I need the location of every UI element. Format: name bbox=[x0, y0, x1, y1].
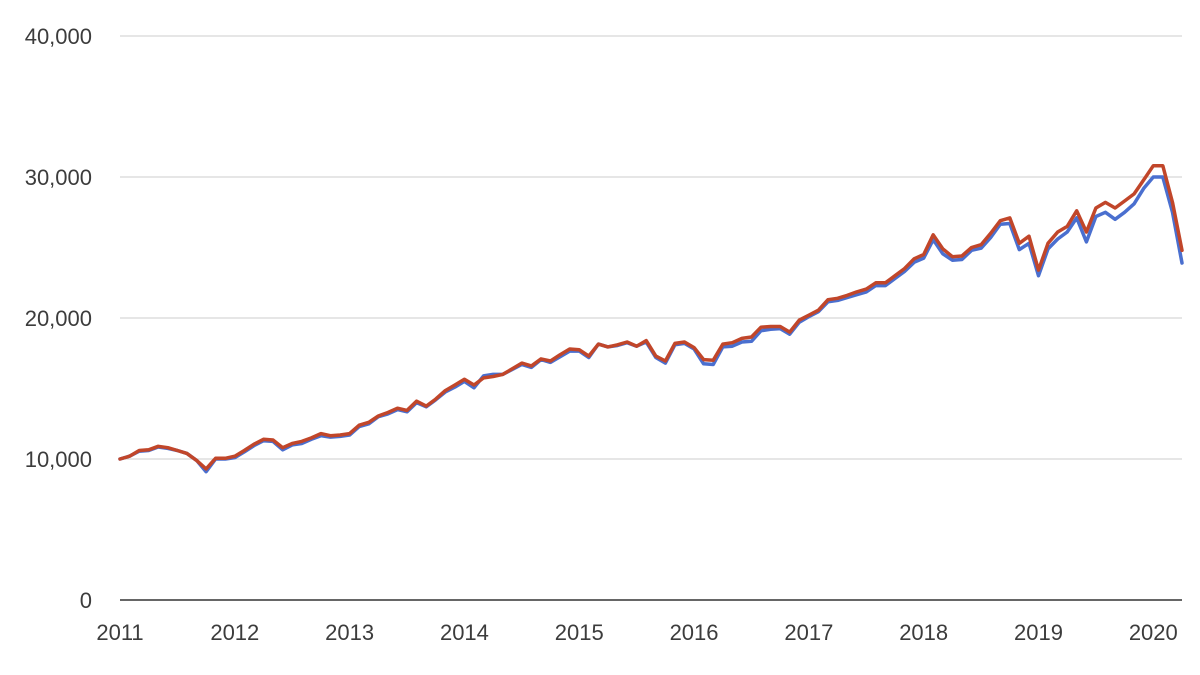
x-tick-label: 2016 bbox=[670, 620, 719, 645]
y-tick-label: 20,000 bbox=[25, 306, 92, 331]
y-tick-label: 40,000 bbox=[25, 24, 92, 49]
series-line-blue bbox=[118, 175, 1184, 474]
x-tick-label: 2020 bbox=[1129, 620, 1178, 645]
y-tick-label: 30,000 bbox=[25, 165, 92, 190]
y-tick-label: 0 bbox=[80, 588, 92, 613]
x-tick-label: 2015 bbox=[555, 620, 604, 645]
y-tick-label: 10,000 bbox=[25, 447, 92, 472]
series-line-red bbox=[118, 163, 1184, 471]
x-axis-tick-labels: 2011 2012 2013 2014 2015 2016 2017 2018 2019 2020 bbox=[96, 620, 1177, 645]
gridlines bbox=[120, 35, 1182, 601]
x-tick-label: 2018 bbox=[899, 620, 948, 645]
x-tick-label: 2017 bbox=[784, 620, 833, 645]
x-tick-label: 2012 bbox=[210, 620, 259, 645]
x-tick-label: 2014 bbox=[440, 620, 489, 645]
x-tick-label: 2019 bbox=[1014, 620, 1063, 645]
series-lines bbox=[118, 163, 1184, 474]
y-axis-tick-labels: 0 10,000 20,000 30,000 40,000 bbox=[25, 24, 92, 613]
x-tick-label: 2013 bbox=[325, 620, 374, 645]
x-tick-label: 2011 bbox=[96, 620, 143, 645]
